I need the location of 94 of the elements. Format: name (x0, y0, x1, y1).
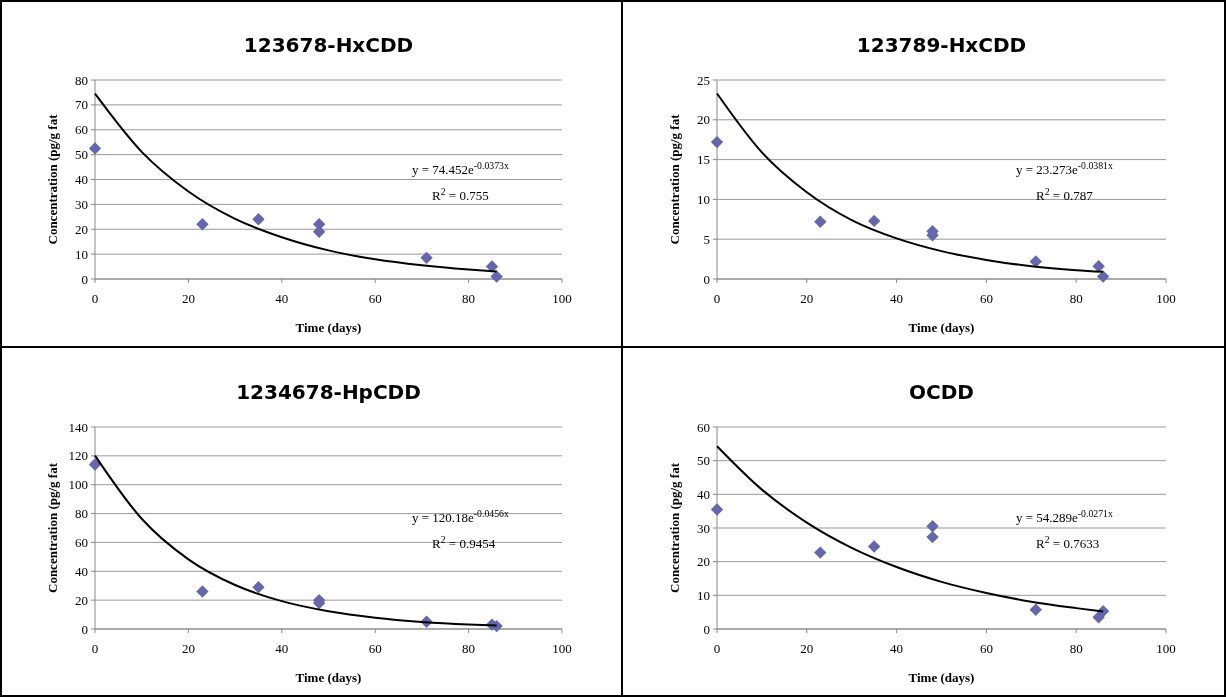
x-axis-title: Time (days) (295, 670, 362, 685)
y-tick-label: 80 (75, 72, 88, 88)
y-tick-label: 70 (75, 97, 88, 113)
x-tick-label: 40 (890, 641, 904, 656)
x-tick-label: 20 (181, 291, 195, 306)
x-tick-label: 20 (181, 641, 195, 656)
x-tick-label: 60 (979, 641, 993, 656)
y-tick-label: 20 (697, 112, 710, 128)
point (1092, 260, 1105, 273)
x-axis-title: Time (days) (908, 670, 975, 685)
y-tick-label: 60 (75, 534, 88, 550)
y-axis-title: Concentration (pg/g fat (45, 113, 60, 245)
annotation: R$^{2}$ = 0.9454 (432, 533, 496, 551)
x-tick-label: 0 (91, 291, 99, 306)
point (814, 546, 827, 559)
x-tick-label: 60 (368, 641, 382, 656)
annotation: y = 23.273e$^{-0.0381x}$ (1016, 159, 1113, 177)
point (710, 503, 724, 516)
y-tick-label: 20 (697, 554, 710, 570)
point (88, 142, 102, 155)
y-tick-label: 20 (75, 221, 88, 237)
y-tick-label: 25 (697, 72, 710, 88)
annotation: R$^{2}$ = 0.755 (432, 185, 489, 203)
y-tick-label: 10 (75, 246, 88, 262)
x-tick-label: 0 (713, 291, 721, 306)
x-tick-label: 20 (800, 641, 814, 656)
x-tick-label: 0 (91, 641, 99, 656)
point (88, 458, 102, 471)
x-tick-label: 100 (1156, 291, 1176, 306)
x-tick-label: 0 (713, 641, 721, 656)
chart-title: OCDD (909, 380, 974, 404)
point (490, 270, 503, 283)
y-tick-label: 10 (697, 587, 710, 603)
point (867, 214, 881, 228)
point (926, 530, 939, 544)
x-tick-label: 80 (1069, 291, 1083, 306)
chart-title: 123789-HxCDD (856, 33, 1027, 57)
chart-title: 1234678-HpCDD (236, 380, 421, 404)
point (814, 215, 827, 228)
x-tick-label: 80 (462, 641, 476, 656)
x-axis-title: Time (days) (908, 320, 975, 335)
point (420, 251, 433, 265)
x-tick-label: 60 (368, 291, 382, 306)
point (1096, 270, 1110, 283)
y-tick-label: 10 (697, 191, 710, 207)
x-tick-label: 80 (462, 291, 476, 306)
x-axis-title: Time (days) (295, 320, 362, 335)
y-axis-title: Concentration (pg/g fat (667, 462, 682, 593)
point (196, 218, 209, 231)
x-tick-label: 20 (800, 291, 814, 306)
x-tick-label: 60 (979, 291, 993, 306)
annotation: y = 74.452e$^{-0.0373x}$ (412, 159, 509, 177)
annotation: y = 54.289e$^{-0.0271x}$ (1016, 507, 1113, 525)
x-tick-label: 100 (552, 641, 572, 656)
y-tick-label: 120 (68, 448, 88, 464)
y-axis-title: Concentration (pg/g fat (45, 462, 60, 593)
y-tick-label: 0 (703, 621, 710, 637)
x-tick-label: 100 (552, 291, 572, 306)
x-tick-label: 80 (1069, 641, 1083, 656)
y-tick-label: 40 (75, 172, 88, 188)
x-tick-label: 40 (275, 291, 289, 306)
x-tick-label: 40 (890, 291, 904, 306)
point (1029, 603, 1042, 617)
y-tick-label: 50 (75, 147, 88, 163)
y-tick-label: 30 (697, 520, 710, 536)
point (867, 540, 881, 553)
y-tick-label: 15 (697, 152, 710, 168)
point (710, 135, 724, 149)
x-tick-label: 40 (275, 641, 289, 656)
y-tick-label: 60 (75, 122, 88, 138)
chart-title: 123678-HxCDD (243, 33, 414, 57)
y-tick-label: 140 (68, 419, 88, 435)
point (926, 520, 939, 533)
y-tick-label: 0 (81, 621, 88, 637)
y-tick-label: 60 (697, 419, 710, 435)
y-tick-label: 50 (697, 453, 710, 469)
y-tick-label: 100 (68, 477, 88, 493)
annotation: R$^{2}$ = 0.787 (1036, 185, 1094, 203)
point (252, 580, 265, 594)
y-tick-label: 40 (697, 486, 710, 502)
y-tick-label: 5 (703, 231, 710, 247)
annotation: y = 120.18e$^{-0.0456x}$ (412, 507, 509, 525)
point (1029, 255, 1042, 268)
y-tick-label: 20 (75, 592, 88, 608)
y-tick-label: 80 (75, 506, 88, 522)
x-tick-label: 100 (1156, 641, 1176, 656)
point (252, 213, 265, 226)
y-tick-label: 0 (81, 271, 88, 287)
y-tick-label: 0 (703, 271, 710, 287)
y-tick-label: 30 (75, 196, 88, 212)
point (196, 585, 209, 598)
y-axis-title: Concentration (pg/g fat (667, 113, 682, 245)
y-tick-label: 40 (75, 563, 88, 579)
annotation: R$^{2}$ = 0.7633 (1036, 533, 1100, 551)
